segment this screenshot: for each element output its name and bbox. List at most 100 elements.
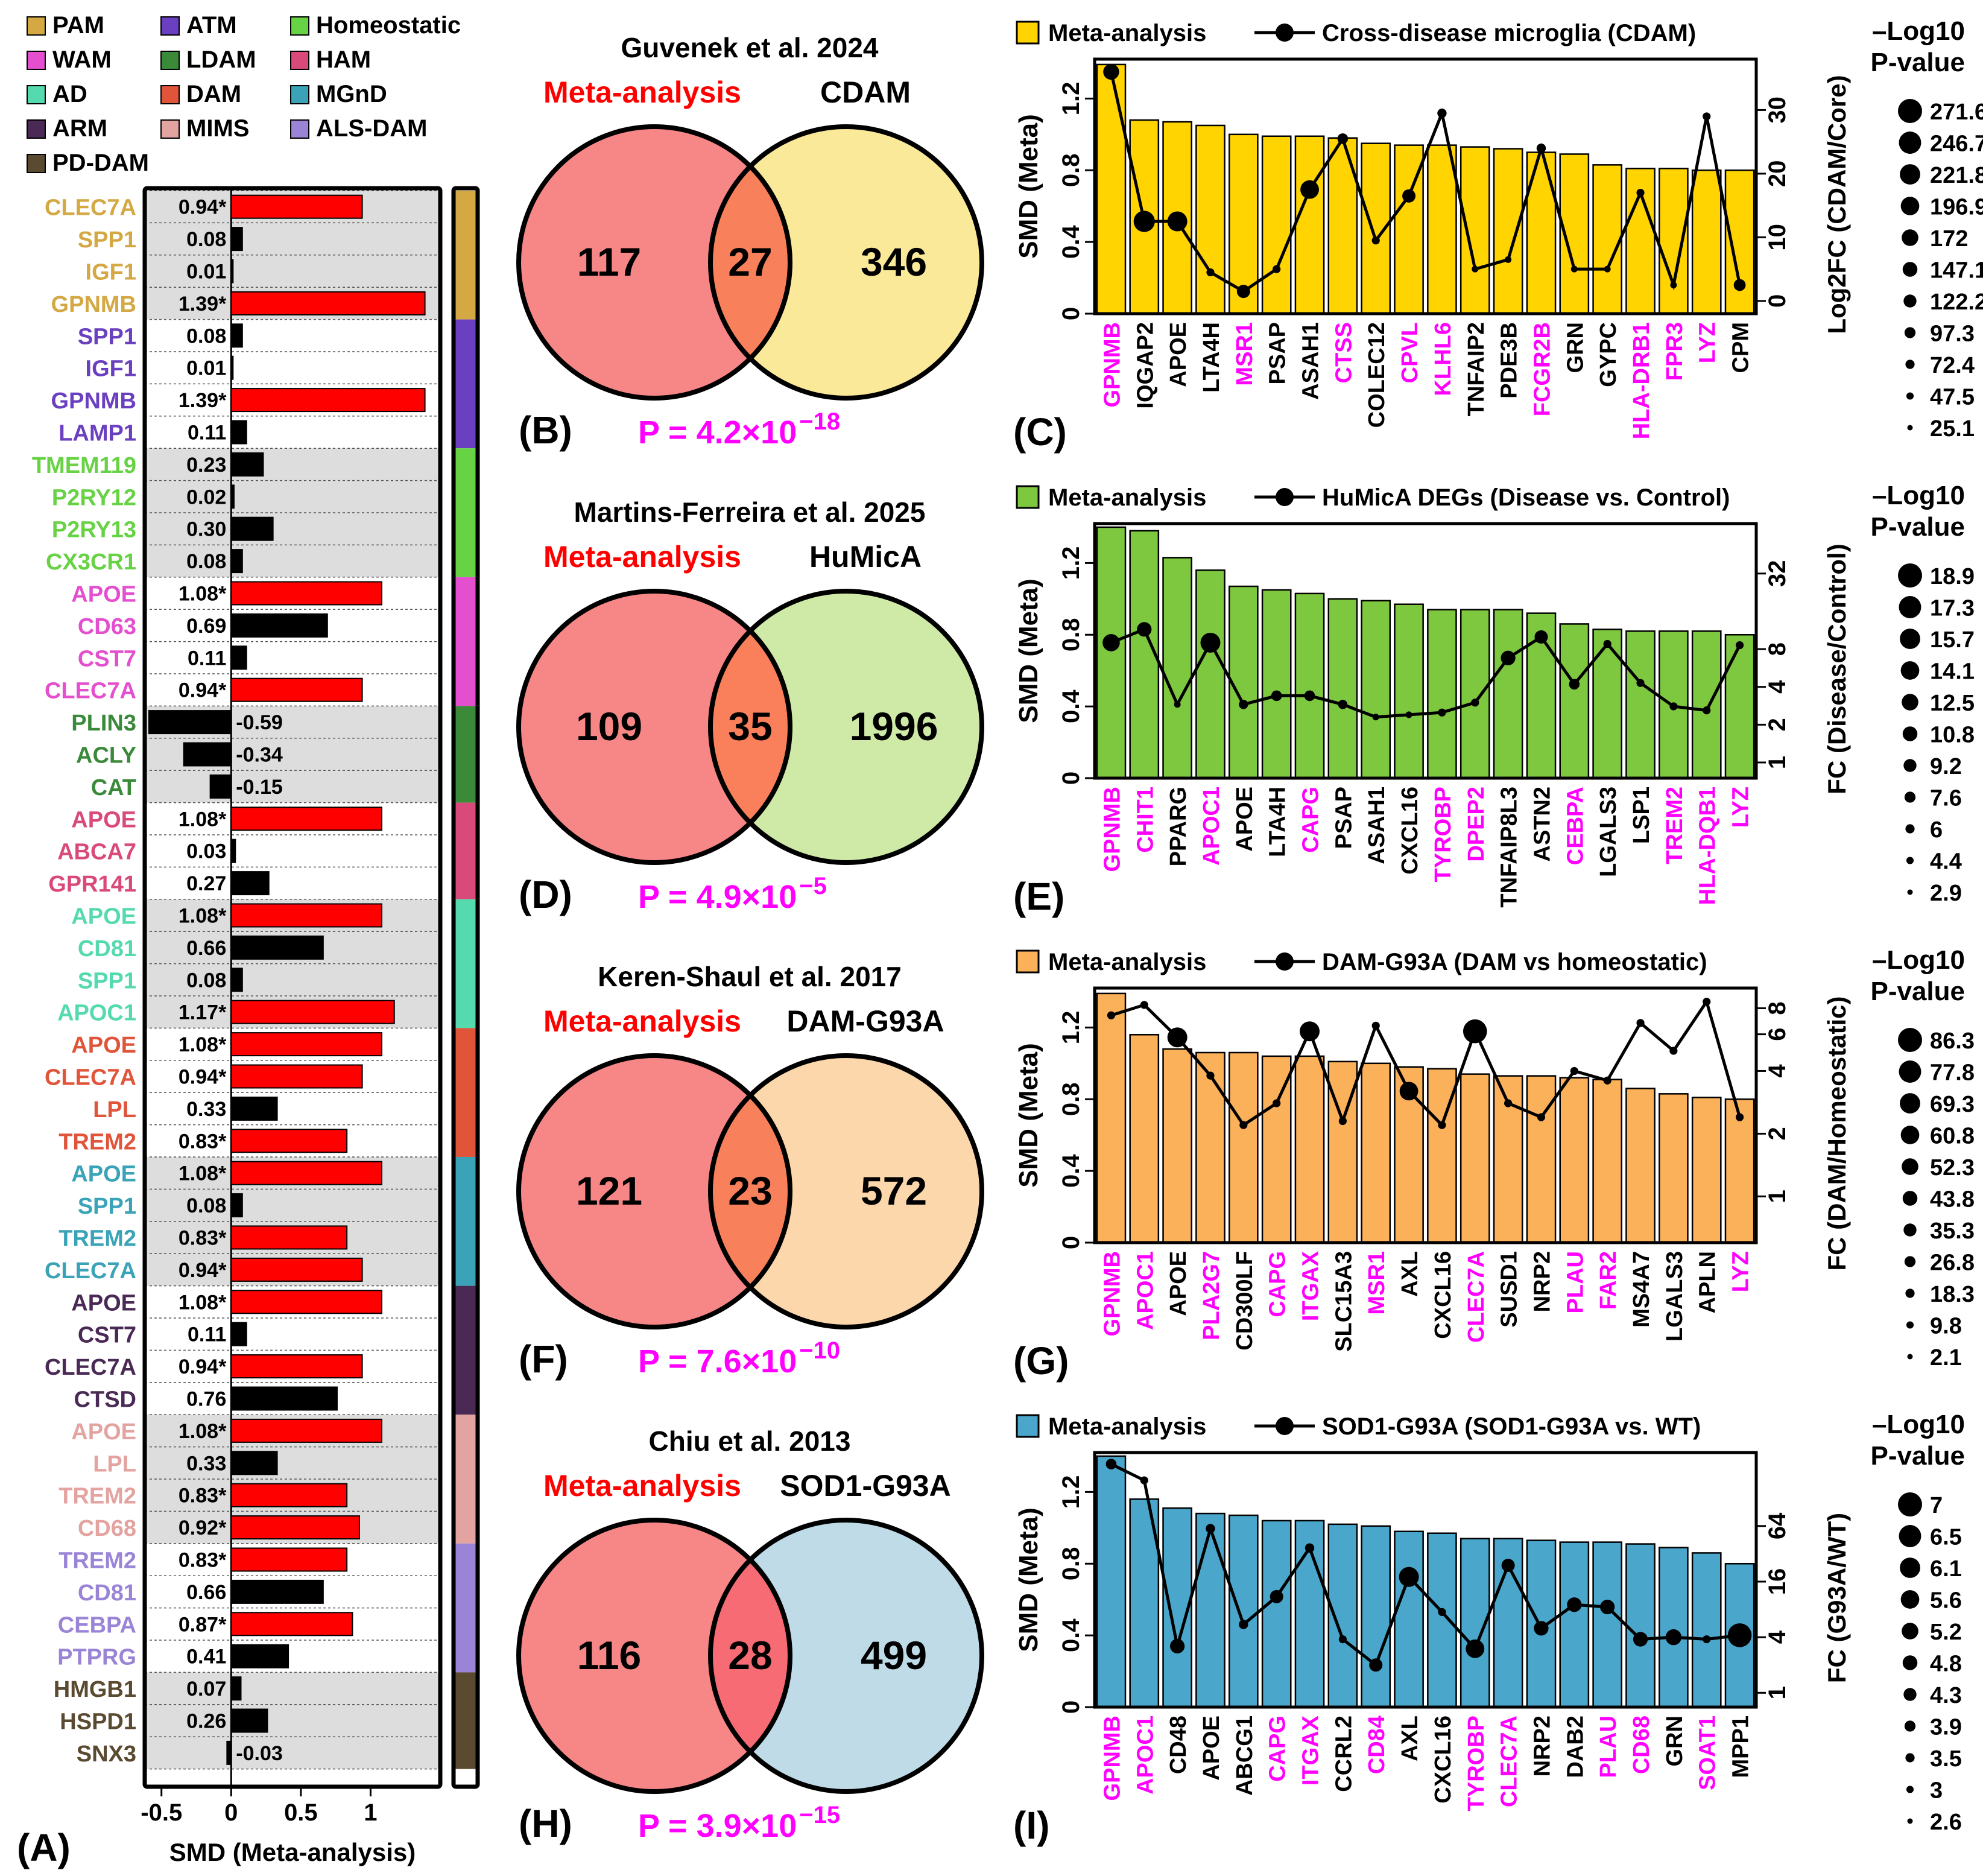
fold-change-point xyxy=(1167,211,1188,232)
size-legend-dot xyxy=(1905,1288,1915,1298)
group-color-strip xyxy=(454,1028,478,1157)
smd-bar xyxy=(1559,623,1590,779)
legend-line-label: DAM-G93A (DAM vs homeostatic) xyxy=(1322,949,1707,975)
gene-label: APOE xyxy=(71,1290,136,1316)
venn-title: Martins-Ferreira et al. 2025 xyxy=(574,496,926,528)
fold-change-point xyxy=(1105,1459,1117,1469)
category-label: ASTN2 xyxy=(1529,787,1555,862)
smd-bar xyxy=(230,1386,338,1411)
smd-bar xyxy=(230,1483,348,1507)
smd-bar xyxy=(230,1193,243,1218)
category-label: CEBPA xyxy=(1563,787,1588,865)
fold-change-point xyxy=(1636,188,1645,197)
fold-change-point xyxy=(1304,690,1315,702)
venn-left-circle xyxy=(519,1520,790,1792)
size-legend-dot xyxy=(1906,392,1914,400)
size-legend-value: 43.8 xyxy=(1930,1187,1975,1212)
smd-bar xyxy=(1361,1525,1391,1708)
size-legend-value: 12.5 xyxy=(1930,691,1975,716)
category-label: APLN xyxy=(1695,1251,1721,1313)
size-legend-value: 5.6 xyxy=(1930,1588,1962,1614)
category-label: LYZ xyxy=(1695,322,1721,363)
bar-value-label: 0.92* xyxy=(179,1516,227,1539)
size-legend-title: P-value xyxy=(1870,512,1965,542)
bar-value-label: 0.94* xyxy=(179,679,227,702)
gene-label: APOE xyxy=(71,807,136,832)
category-label: CPM xyxy=(1728,322,1754,373)
category-label: ASAH1 xyxy=(1298,322,1324,400)
smd-bar xyxy=(1261,135,1292,315)
venn-pvalue: P = 7.6×10 xyxy=(638,1343,797,1380)
bar-value-label: 0.66 xyxy=(186,937,226,960)
gene-label: CLEC7A xyxy=(45,1065,136,1091)
legend-swatch xyxy=(27,85,46,104)
smd-bar xyxy=(1691,170,1722,315)
legend-line-marker xyxy=(1276,1417,1294,1435)
size-legend-value: 15.7 xyxy=(1930,627,1975,653)
fold-change-line xyxy=(1109,71,1742,294)
gene-label: P2RY13 xyxy=(52,518,136,543)
size-legend-dot xyxy=(1907,425,1913,431)
panel-a-smd-bar-chart: PAM ATM Homeostatic WAM LDAM HAM AD DAM MGnD ARM M… xyxy=(17,12,480,1869)
fold-change-point xyxy=(1603,1076,1611,1085)
group-color-strip xyxy=(454,1672,478,1769)
category-label: HLA-DQB1 xyxy=(1695,787,1721,905)
y2-axis-title: FC (G93A/WT) xyxy=(1823,1513,1851,1683)
category-label: KLHL6 xyxy=(1431,322,1456,396)
size-legend-value: 4.8 xyxy=(1930,1652,1962,1677)
legend-swatch xyxy=(27,119,46,139)
legend-label: LDAM xyxy=(186,46,256,73)
smd-bar xyxy=(230,1451,278,1475)
legend-label: PD-DAM xyxy=(52,150,149,176)
size-legend-value: 2.1 xyxy=(1930,1345,1962,1371)
fold-change-point xyxy=(1438,1121,1446,1129)
venn-left-outline xyxy=(516,1518,792,1794)
legend-bar-label: Meta-analysis xyxy=(1048,484,1206,511)
size-legend-value: 9.2 xyxy=(1930,754,1962,779)
bar-value-label: 1.08* xyxy=(179,1033,227,1056)
panel-letter: (E) xyxy=(1013,875,1064,918)
legend-line-marker xyxy=(1276,952,1294,971)
category-label: TNFAIP8L3 xyxy=(1497,787,1522,908)
legend-swatch xyxy=(290,85,309,104)
size-legend-title: –Log10 xyxy=(1872,1410,1965,1439)
category-label: APOC1 xyxy=(1133,1716,1158,1795)
size-legend-dot xyxy=(1899,1060,1921,1083)
size-legend-dot xyxy=(1904,1720,1916,1732)
gene-label: CLEC7A xyxy=(45,195,136,221)
legend-label: ATM xyxy=(186,12,237,39)
smd-bar xyxy=(230,645,247,670)
size-legend-value: 4.4 xyxy=(1930,849,1962,875)
fold-change-point xyxy=(1137,622,1152,637)
bar-value-label: 0.11 xyxy=(188,647,226,670)
bar-value-label: -0.15 xyxy=(236,776,283,799)
y2-tick-label: 0 xyxy=(1764,294,1791,308)
venn-left-label: Meta-analysis xyxy=(543,540,741,574)
fold-change-point xyxy=(1505,256,1512,263)
venn-right-circle xyxy=(710,127,982,398)
gene-label: HSPD1 xyxy=(60,1710,136,1735)
panel-a-frame xyxy=(142,186,443,1789)
category-label: CCRL2 xyxy=(1331,1716,1356,1792)
y2-tick-label: 1 xyxy=(1764,1686,1791,1699)
y-tick-label: 0 xyxy=(1058,772,1084,785)
category-label: CTSS xyxy=(1331,322,1356,383)
size-legend-dot xyxy=(1902,262,1918,277)
venn-overlap-count: 28 xyxy=(728,1633,772,1678)
smd-bar xyxy=(230,516,274,541)
venn-left-count: 109 xyxy=(576,704,642,749)
x-tick-label: 1 xyxy=(364,1799,377,1826)
gene-label: CLEC7A xyxy=(45,1355,136,1380)
y-axis-title: SMD (Meta) xyxy=(1014,114,1043,259)
smd-bar xyxy=(230,227,243,252)
size-legend-dot xyxy=(1907,1354,1913,1360)
legend-swatch xyxy=(290,119,309,139)
category-label: PPARG xyxy=(1166,787,1191,866)
fold-change-point xyxy=(1270,1589,1283,1603)
size-legend-value: 196.9 xyxy=(1930,195,1983,220)
legend-line-marker xyxy=(1276,24,1294,42)
category-label: CAPG xyxy=(1298,787,1324,853)
size-legend-dot xyxy=(1904,791,1916,803)
venn-left-count: 121 xyxy=(576,1168,642,1213)
legend-bar-swatch xyxy=(1016,1414,1040,1438)
